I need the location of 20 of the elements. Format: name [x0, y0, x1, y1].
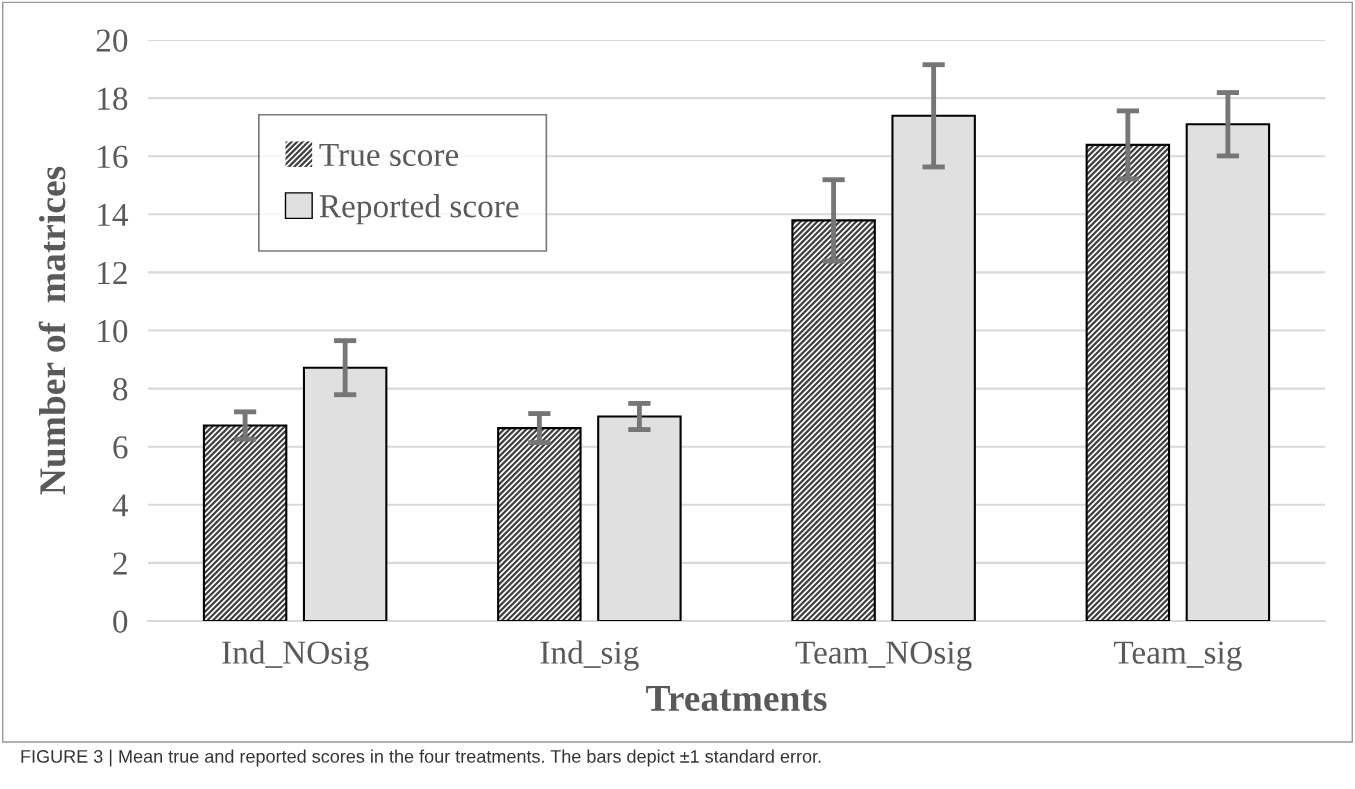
- y-tick-label: 2: [113, 552, 127, 575]
- y-tick-label: 6: [113, 436, 128, 459]
- x-tick-label: Team_sig: [1113, 641, 1242, 671]
- caption: FIGURE 3 | Mean true and reported scores in the four treatments. The bars depict ±1 standard error.: [21, 749, 821, 767]
- legend-label: Reported score: [319, 194, 519, 225]
- y-tick-label: 16: [98, 145, 128, 169]
- y-tick-label: 18: [98, 87, 128, 110]
- y-tick-label: 10: [98, 319, 128, 343]
- y-tick-label: 4: [112, 494, 129, 517]
- y-tick-label: 14: [98, 203, 129, 226]
- x-axis-title: Treatments: [646, 686, 827, 712]
- x-tick-label: Ind_sig: [540, 640, 639, 671]
- y-tick-label: 20: [96, 29, 128, 52]
- x-tick-label: Team_NOsig: [795, 641, 972, 671]
- y-tick-label: 12: [98, 261, 127, 284]
- y-axis-title: Number of matrices: [38, 166, 66, 495]
- x-tick-label: Ind_NOsig: [222, 640, 369, 671]
- legend-label: True score: [319, 143, 459, 167]
- y-tick-label: 8: [113, 378, 128, 401]
- y-tick-label: 0: [113, 610, 128, 633]
